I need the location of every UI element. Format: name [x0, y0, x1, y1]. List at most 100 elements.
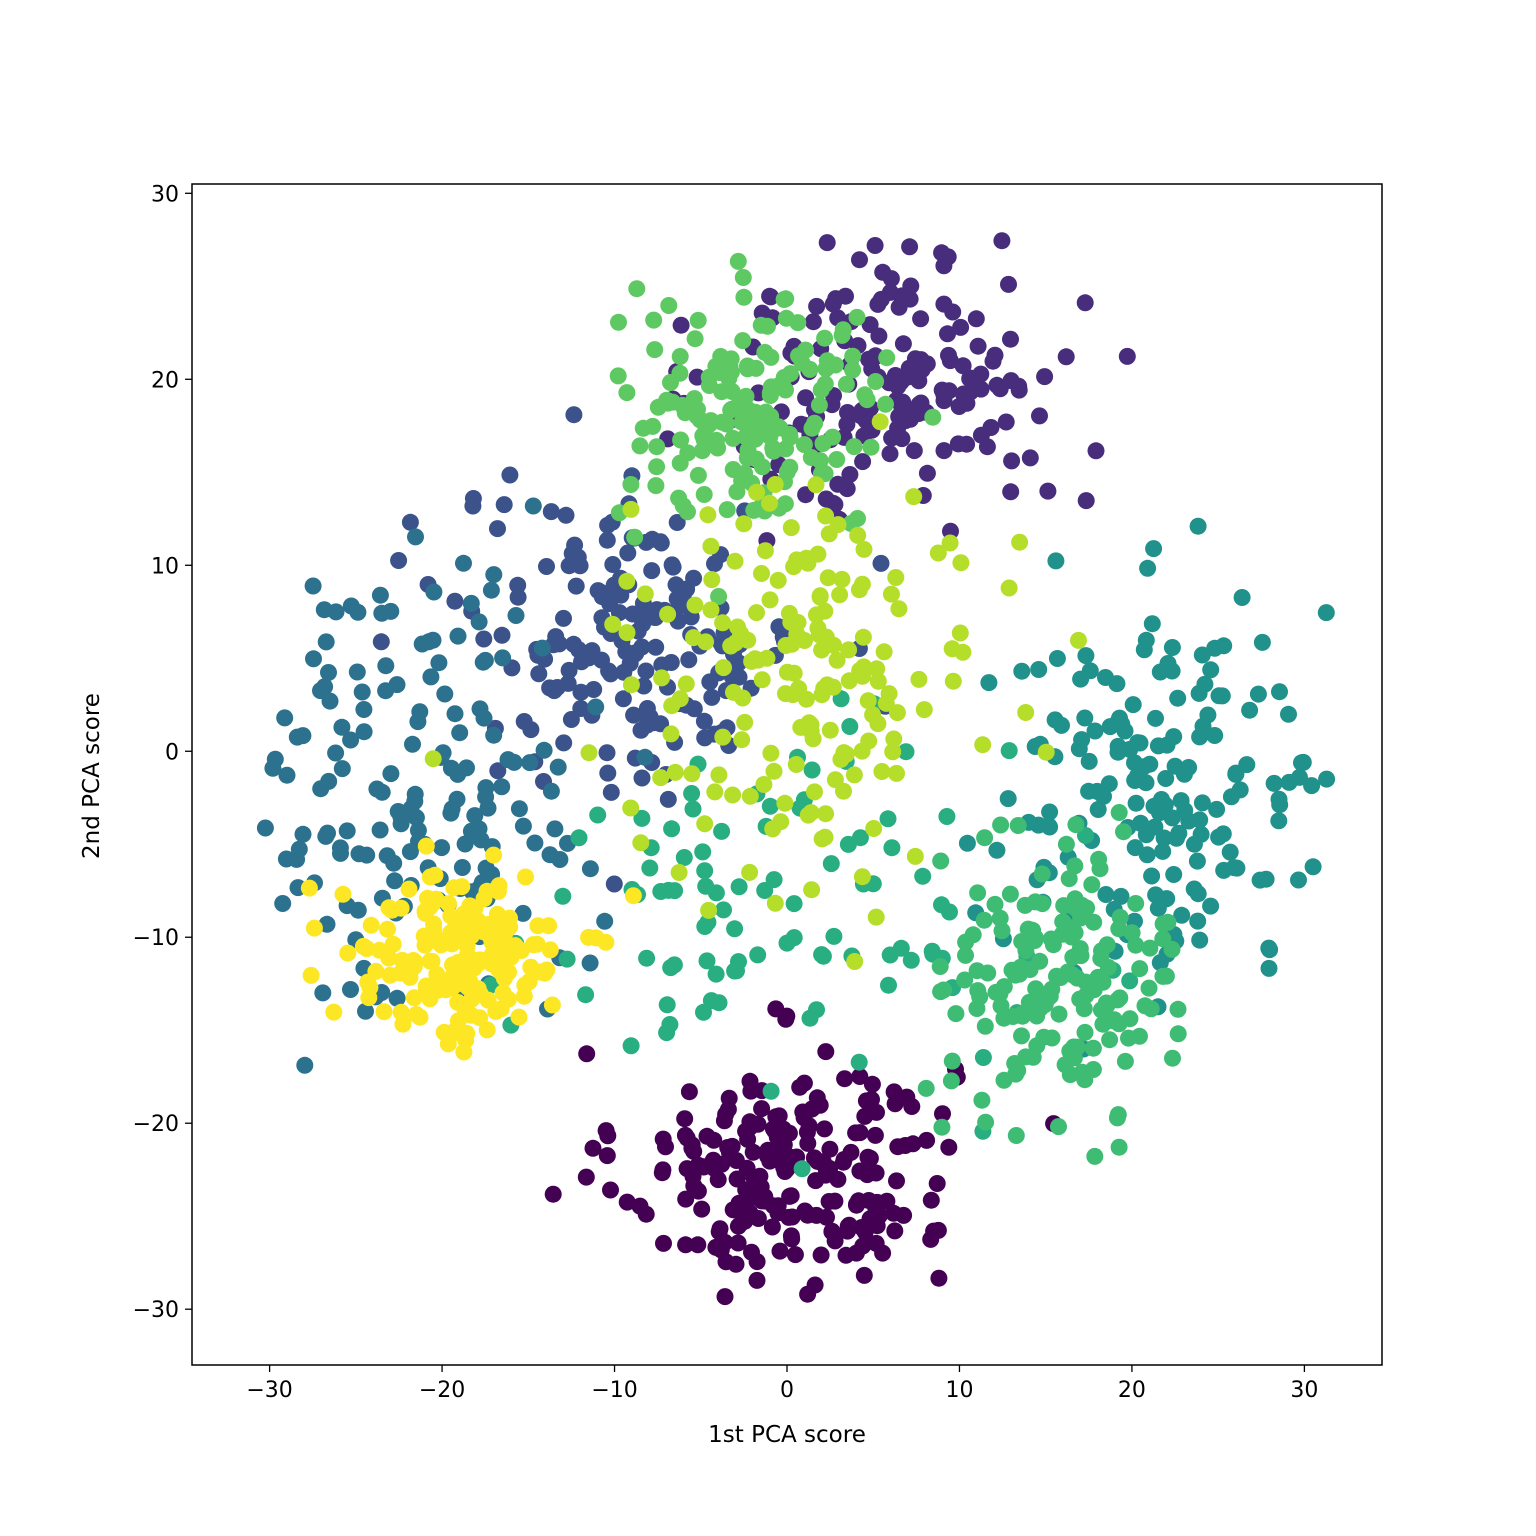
scatter-point	[660, 881, 677, 899]
scatter-point	[993, 922, 1011, 940]
scatter-point	[810, 626, 828, 644]
scatter-point	[1131, 960, 1149, 978]
scatter-point	[908, 399, 926, 417]
scatter-point	[372, 633, 390, 651]
scatter-point	[944, 672, 962, 690]
scatter-point	[658, 996, 676, 1014]
scatter-point	[749, 946, 767, 964]
scatter-point	[1222, 788, 1240, 806]
scatter-point	[1014, 1005, 1031, 1023]
scatter-point	[1155, 829, 1173, 847]
scatter-point	[777, 309, 795, 327]
scatter-point	[860, 350, 878, 368]
scatter-point	[450, 924, 468, 942]
scatter-point	[557, 506, 575, 524]
scatter-point	[702, 601, 720, 619]
scatter-point	[662, 725, 680, 743]
y-tick-label: −10	[133, 926, 179, 951]
scatter-point	[1028, 1007, 1046, 1025]
scatter-point	[696, 862, 714, 880]
scatter-point	[444, 956, 461, 974]
scatter-point	[407, 809, 425, 827]
scatter-point	[988, 841, 1006, 859]
scatter-point	[929, 544, 947, 562]
scatter-point	[1251, 871, 1269, 889]
scatter-point	[769, 1204, 787, 1222]
scatter-point	[748, 1271, 766, 1289]
scatter-point	[991, 909, 1009, 927]
scatter-point	[775, 291, 793, 308]
scatter-point	[599, 764, 617, 782]
scatter-point	[514, 817, 532, 835]
scatter-point	[541, 846, 559, 864]
scatter-point	[745, 501, 763, 519]
scatter-point	[446, 705, 464, 723]
scatter-point	[854, 628, 872, 646]
scatter-point	[632, 834, 650, 852]
scatter-point	[756, 542, 774, 560]
scatter-point	[1077, 827, 1094, 844]
scatter-point	[781, 458, 799, 476]
scatter-point	[524, 936, 542, 954]
scatter-point	[1151, 954, 1169, 972]
scatter-point	[409, 713, 427, 731]
scatter-point	[628, 280, 646, 298]
scatter-point	[645, 311, 663, 329]
scatter-point	[813, 641, 831, 659]
scatter-point	[777, 685, 794, 703]
scatter-point	[522, 958, 540, 976]
scatter-point	[805, 1149, 823, 1167]
scatter-point	[723, 400, 741, 418]
scatter-point	[584, 1139, 602, 1157]
scatter-point	[861, 1149, 879, 1167]
scatter-point	[685, 700, 703, 718]
scatter-point	[812, 1246, 830, 1264]
scatter-point	[638, 700, 656, 717]
scatter-point	[549, 758, 567, 776]
scatter-point	[1084, 1039, 1102, 1057]
scatter-point	[353, 683, 371, 701]
scatter-point	[604, 556, 622, 573]
scatter-point	[817, 805, 835, 823]
scatter-point	[802, 716, 820, 734]
scatter-point	[407, 1006, 425, 1023]
scatter-point	[455, 554, 472, 572]
scatter-point	[655, 1234, 672, 1252]
scatter-point	[404, 735, 421, 753]
scatter-point	[813, 686, 831, 704]
scatter-point	[878, 349, 896, 367]
scatter-point	[1086, 722, 1104, 740]
scatter-point	[969, 884, 987, 902]
scatter-point	[978, 438, 996, 456]
scatter-point	[470, 613, 488, 631]
scatter-point	[1126, 839, 1144, 857]
scatter-point	[1109, 991, 1127, 1009]
scatter-point	[826, 356, 844, 374]
scatter-point	[489, 882, 507, 900]
scatter-point	[814, 435, 832, 452]
scatter-point	[1024, 921, 1041, 939]
scatter-point	[875, 643, 893, 661]
scatter-point	[803, 761, 821, 779]
scatter-point	[942, 1072, 960, 1090]
scatter-point	[1077, 492, 1095, 510]
scatter-point	[1071, 990, 1089, 1008]
scatter-point	[492, 964, 510, 981]
scatter-point	[785, 558, 803, 576]
scatter-point	[1030, 661, 1048, 678]
scatter-point	[954, 357, 972, 375]
scatter-point	[1189, 912, 1207, 930]
scatter-point	[521, 754, 539, 772]
scatter-point	[489, 762, 507, 780]
scatter-point	[730, 878, 748, 896]
scatter-point	[362, 916, 380, 934]
scatter-point	[901, 290, 919, 308]
scatter-point	[385, 854, 403, 872]
scatter-point	[530, 665, 548, 683]
scatter-point	[386, 872, 404, 890]
scatter-point	[555, 734, 573, 752]
scatter-point	[501, 466, 519, 484]
scatter-point	[890, 408, 908, 426]
scatter-point	[885, 1083, 903, 1101]
scatter-point	[846, 953, 864, 970]
